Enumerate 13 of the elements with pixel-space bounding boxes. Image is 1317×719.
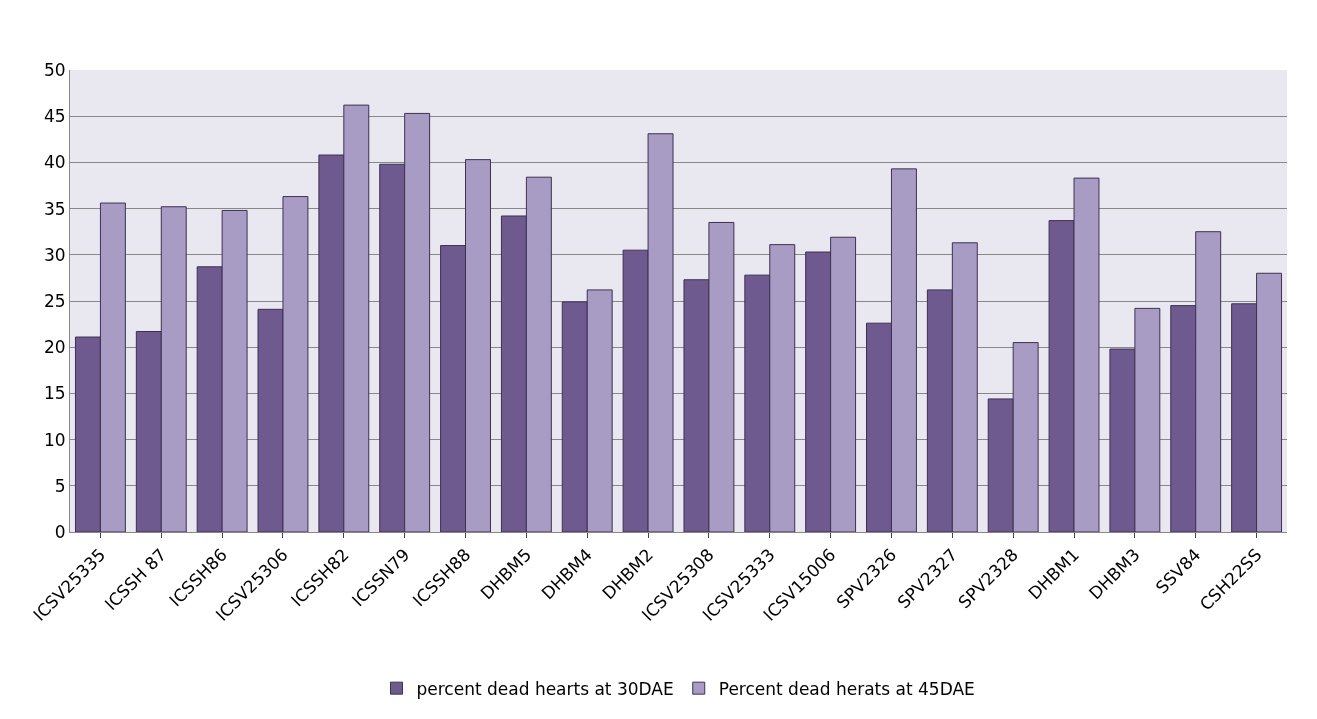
- y-tick-label: 30: [43, 244, 66, 265]
- y-tick-label: 35: [43, 198, 66, 219]
- y-tick-label: 20: [43, 337, 66, 358]
- y-tick-label: 40: [43, 152, 66, 173]
- y-tick-label: 45: [43, 106, 66, 127]
- y-tick-label: 0: [54, 521, 66, 542]
- y-tick-label: 10: [43, 429, 66, 450]
- legend-label: Percent dead herats at 45DAE: [718, 678, 975, 699]
- y-tick-label: 5: [54, 475, 66, 496]
- y-tick-label: 50: [43, 59, 66, 80]
- y-tick-label: 25: [43, 290, 66, 311]
- legend-label: percent dead hearts at 30DAE: [416, 678, 674, 699]
- y-tick-label: 15: [43, 383, 66, 404]
